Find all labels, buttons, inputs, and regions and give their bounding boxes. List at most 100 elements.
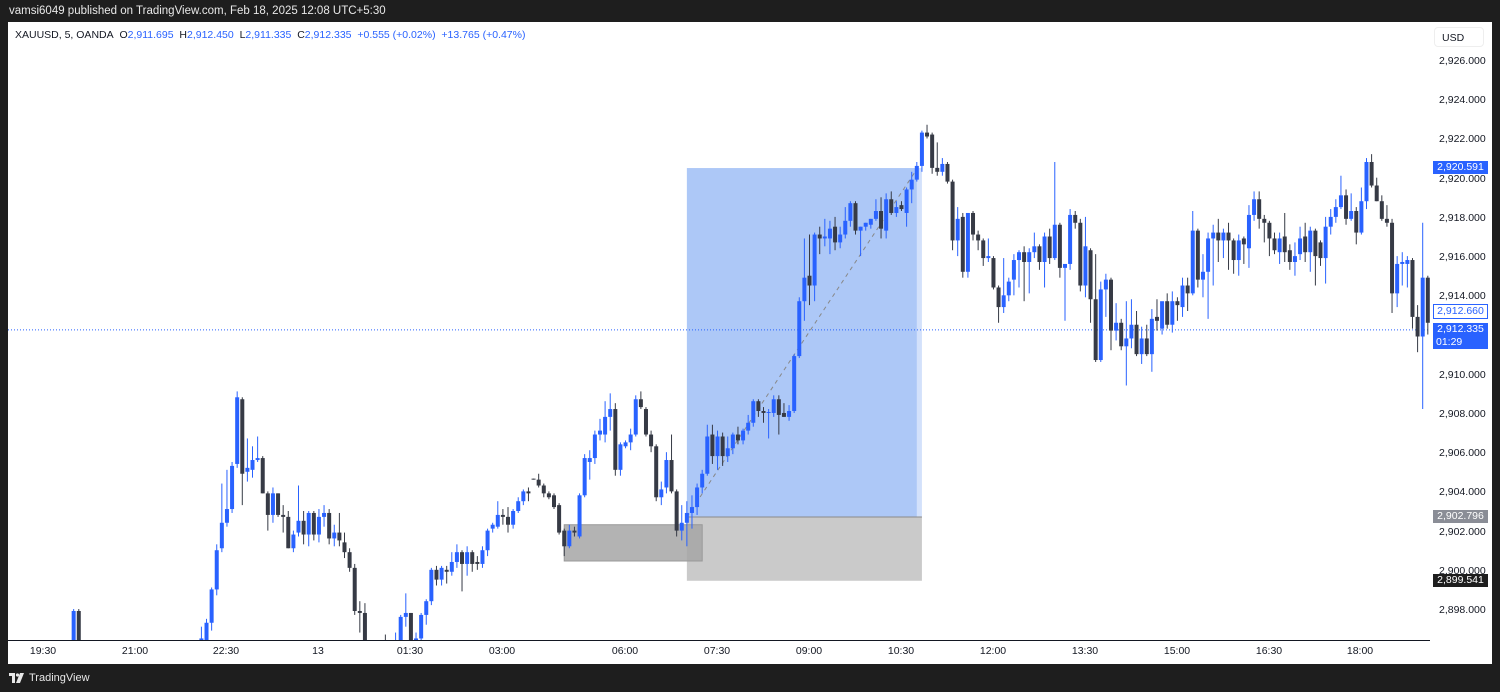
candle[interactable] — [1017, 250, 1022, 288]
candle[interactable] — [260, 456, 265, 494]
candle[interactable] — [899, 201, 904, 212]
candle[interactable] — [1047, 228, 1052, 264]
candle[interactable] — [592, 430, 597, 464]
candle[interactable] — [1098, 281, 1103, 362]
candle[interactable] — [817, 226, 822, 255]
candle[interactable] — [1211, 224, 1216, 286]
candle[interactable] — [475, 556, 480, 570]
candle[interactable] — [1384, 205, 1389, 227]
candle[interactable] — [470, 550, 475, 572]
candle[interactable] — [715, 430, 720, 470]
candle[interactable] — [868, 218, 873, 229]
candle[interactable] — [838, 226, 843, 249]
candle[interactable] — [1241, 236, 1246, 264]
candle[interactable] — [1052, 161, 1057, 261]
candle[interactable] — [296, 485, 301, 537]
candle[interactable] — [853, 201, 858, 235]
candle[interactable] — [1364, 158, 1369, 210]
candle[interactable] — [889, 191, 894, 215]
candle[interactable] — [394, 632, 398, 670]
candle[interactable] — [1149, 309, 1154, 372]
candle[interactable] — [398, 614, 403, 646]
candle[interactable] — [638, 391, 643, 410]
candle[interactable] — [265, 491, 270, 531]
candle[interactable] — [526, 487, 531, 502]
candle[interactable] — [362, 603, 367, 650]
candle[interactable] — [608, 393, 613, 431]
candle[interactable] — [521, 489, 526, 506]
candle[interactable] — [919, 130, 924, 172]
candle[interactable] — [219, 483, 224, 553]
candle[interactable] — [1231, 238, 1236, 274]
candle[interactable] — [1282, 212, 1287, 262]
candle[interactable] — [1410, 258, 1415, 329]
candle[interactable] — [465, 546, 470, 576]
candle[interactable] — [863, 222, 868, 231]
candle[interactable] — [235, 391, 240, 468]
candle[interactable] — [342, 532, 347, 559]
candle[interactable] — [209, 587, 214, 631]
candle[interactable] — [429, 567, 434, 606]
candle[interactable] — [71, 609, 76, 650]
candle[interactable] — [439, 565, 444, 586]
candle[interactable] — [746, 414, 751, 435]
candle[interactable] — [587, 450, 592, 480]
candle[interactable] — [1190, 211, 1195, 296]
candle[interactable] — [766, 409, 771, 439]
candle[interactable] — [649, 430, 654, 453]
candle[interactable] — [1338, 175, 1343, 210]
stop-zone[interactable] — [686, 516, 922, 581]
candle[interactable] — [1369, 154, 1374, 188]
candle[interactable] — [1022, 246, 1027, 302]
candle[interactable] — [240, 397, 245, 506]
candle[interactable] — [1195, 228, 1200, 288]
candle[interactable] — [306, 511, 311, 547]
candle[interactable] — [337, 512, 342, 547]
candle[interactable] — [245, 438, 250, 482]
candle[interactable] — [230, 461, 235, 513]
candle[interactable] — [1063, 263, 1067, 321]
candle[interactable] — [751, 399, 756, 427]
candle[interactable] — [950, 179, 955, 251]
candle[interactable] — [536, 473, 541, 488]
candle[interactable] — [270, 487, 275, 523]
candle[interactable] — [76, 609, 81, 650]
candle[interactable] — [986, 238, 991, 262]
candle[interactable] — [552, 493, 556, 510]
candle[interactable] — [914, 161, 919, 182]
candle[interactable] — [1006, 277, 1011, 302]
candle[interactable] — [495, 501, 500, 529]
candle[interactable] — [444, 565, 449, 584]
candle[interactable] — [695, 483, 700, 515]
candle[interactable] — [352, 563, 357, 615]
candle[interactable] — [792, 354, 797, 413]
candle[interactable] — [480, 546, 485, 568]
candle[interactable] — [1415, 305, 1420, 353]
candle[interactable] — [858, 226, 863, 257]
candle[interactable] — [787, 405, 792, 421]
candle[interactable] — [776, 395, 781, 435]
candle[interactable] — [664, 452, 669, 494]
candle[interactable] — [1272, 232, 1277, 255]
candle[interactable] — [873, 199, 878, 221]
candle[interactable] — [643, 407, 648, 437]
candle[interactable] — [940, 158, 945, 176]
candle[interactable] — [490, 522, 495, 533]
candle[interactable] — [1303, 222, 1308, 262]
candle[interactable] — [1170, 291, 1175, 333]
candle[interactable] — [1267, 220, 1272, 257]
candle[interactable] — [1216, 218, 1221, 262]
candle[interactable] — [945, 161, 950, 184]
candle[interactable] — [771, 395, 776, 417]
drawn-rectangle[interactable] — [563, 524, 703, 562]
candle[interactable] — [1103, 273, 1108, 317]
candle[interactable] — [500, 509, 505, 525]
candle[interactable] — [879, 197, 884, 239]
candle[interactable] — [383, 634, 387, 660]
candle[interactable] — [1262, 214, 1267, 243]
candle[interactable] — [976, 230, 981, 251]
candle[interactable] — [633, 395, 638, 437]
candle[interactable] — [403, 593, 408, 627]
candle[interactable] — [1349, 193, 1354, 221]
candle[interactable] — [408, 612, 413, 650]
